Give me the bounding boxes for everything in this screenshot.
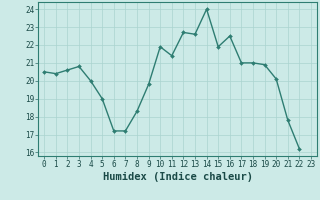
X-axis label: Humidex (Indice chaleur): Humidex (Indice chaleur) [103, 172, 252, 182]
